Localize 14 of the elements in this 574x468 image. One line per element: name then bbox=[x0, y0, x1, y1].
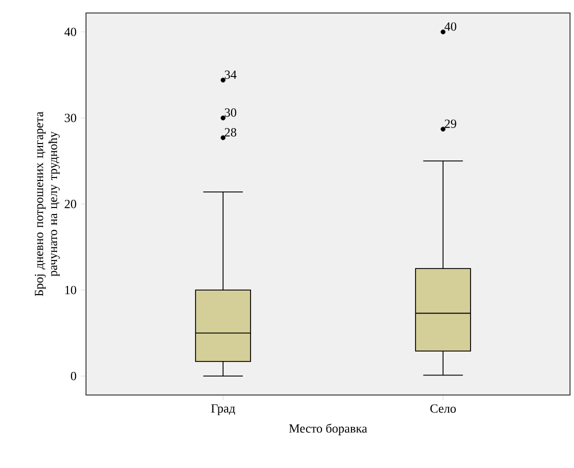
annotation: 30 bbox=[224, 108, 236, 117]
y-tick-label: 0 bbox=[70, 372, 76, 380]
annotation: 28 bbox=[224, 128, 236, 137]
y-tick-label: 30 bbox=[64, 114, 76, 122]
y-tick-label: 10 bbox=[65, 286, 76, 294]
y-tick-label: 40 bbox=[64, 28, 76, 36]
x-tick-label: Село bbox=[430, 404, 456, 413]
y-axis-title: Број дневно потрошених цигарета рачунато на целу трудноћу bbox=[34, 112, 60, 296]
x-axis-title: Место боравка bbox=[289, 424, 368, 436]
annotation: 34 bbox=[224, 70, 237, 79]
annotation: 40 bbox=[444, 22, 456, 31]
annotation: 29 bbox=[444, 120, 456, 128]
x-tick-label: Град bbox=[211, 404, 236, 416]
y-tick-label: 20 bbox=[64, 200, 76, 208]
